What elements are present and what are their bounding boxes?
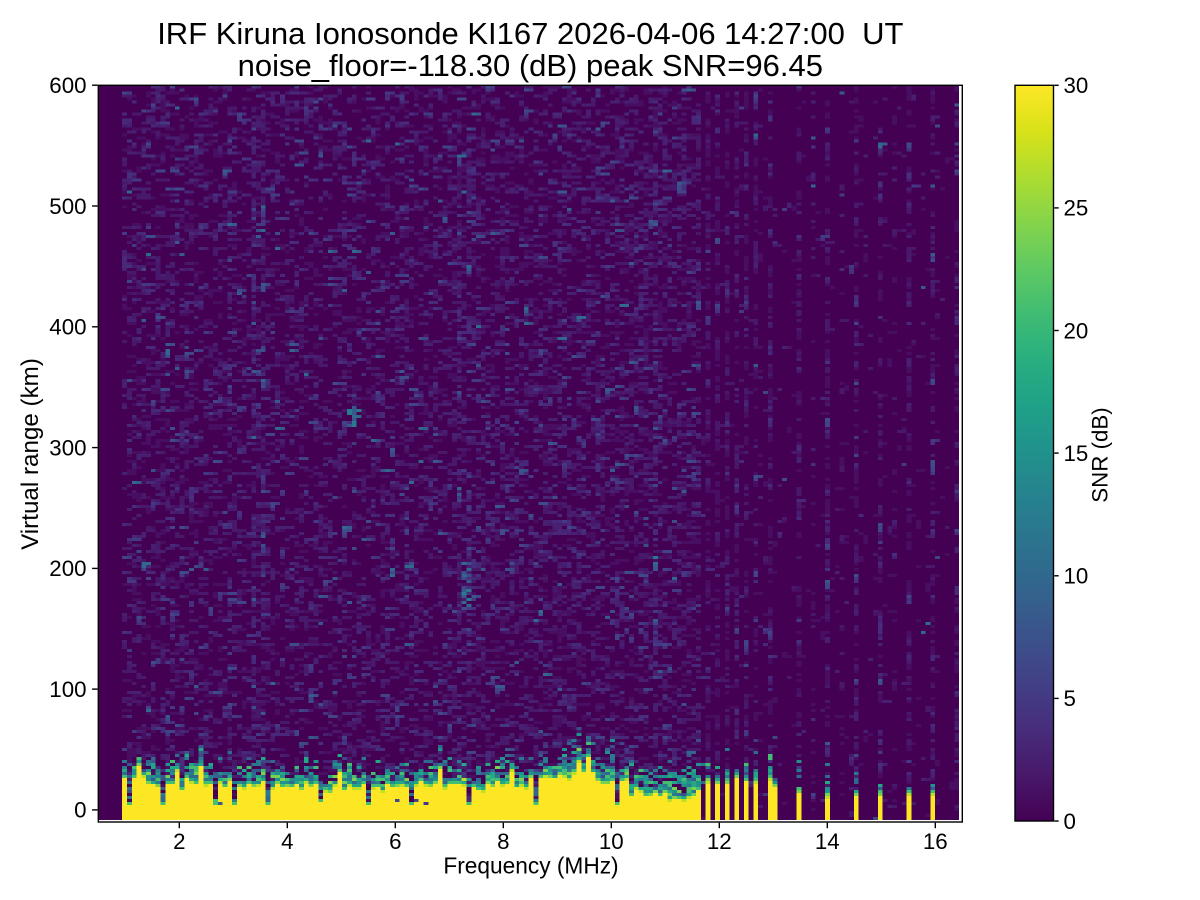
svg-text:400: 400	[49, 315, 86, 340]
svg-text:600: 600	[49, 73, 86, 98]
svg-text:10: 10	[599, 829, 624, 854]
svg-text:300: 300	[49, 435, 86, 460]
svg-text:noise_floor=-118.30 (dB) peak: noise_floor=-118.30 (dB) peak SNR=96.45	[238, 48, 823, 83]
svg-text:10: 10	[1064, 564, 1089, 589]
svg-text:20: 20	[1064, 318, 1089, 343]
svg-text:IRF Kiruna Ionosonde KI167 202: IRF Kiruna Ionosonde KI167 2026-04-06 14…	[157, 16, 903, 51]
svg-text:25: 25	[1064, 196, 1089, 221]
svg-text:200: 200	[49, 556, 86, 581]
svg-text:100: 100	[49, 677, 86, 702]
svg-text:0: 0	[74, 798, 86, 823]
svg-text:12: 12	[707, 829, 732, 854]
svg-text:14: 14	[815, 829, 840, 854]
svg-text:500: 500	[49, 194, 86, 219]
svg-text:2: 2	[173, 829, 185, 854]
svg-text:4: 4	[281, 829, 293, 854]
svg-text:SNR (dB): SNR (dB)	[1088, 407, 1113, 502]
svg-text:30: 30	[1064, 73, 1089, 98]
svg-text:15: 15	[1064, 441, 1089, 466]
svg-text:Frequency (MHz): Frequency (MHz)	[443, 853, 618, 879]
svg-text:Virtual range (km): Virtual range (km)	[17, 358, 44, 550]
svg-text:6: 6	[389, 829, 401, 854]
svg-text:16: 16	[923, 829, 948, 854]
svg-text:5: 5	[1064, 686, 1076, 711]
svg-text:8: 8	[497, 829, 509, 854]
svg-text:0: 0	[1064, 809, 1076, 834]
